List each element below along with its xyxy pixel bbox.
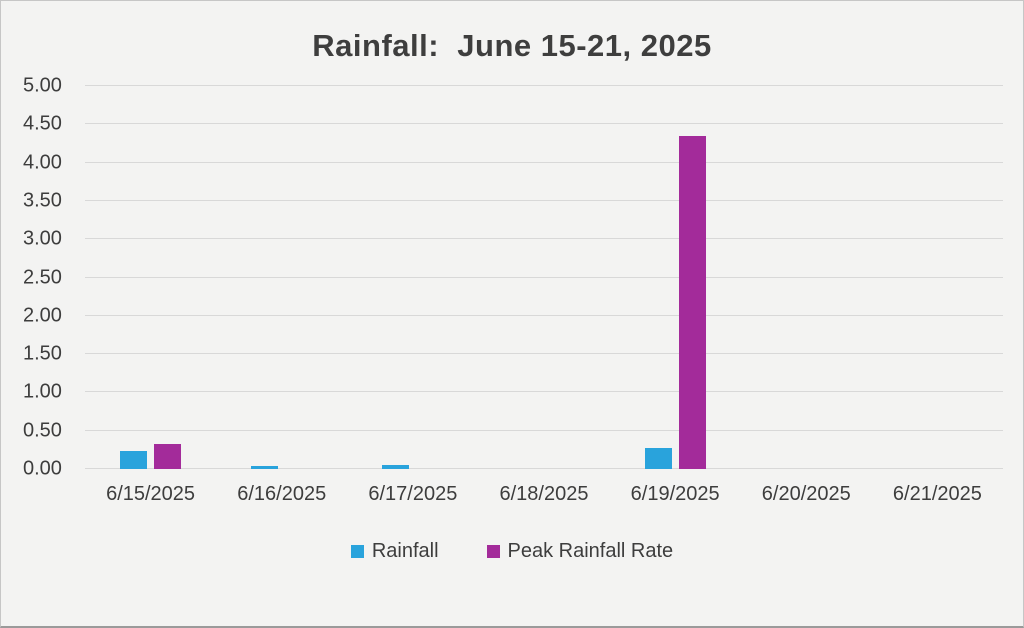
bar-rainfall-6-15-2025: [120, 451, 148, 469]
plot-area: [85, 85, 1003, 469]
bar-rainfall-6-19-2025: [644, 448, 672, 469]
x-tick-label: 6/17/2025: [368, 483, 458, 505]
gridline: [85, 391, 1003, 393]
chart-title: Rainfall: June 15-21, 2025: [312, 28, 712, 63]
bar-group-6-16-2025: [216, 86, 347, 469]
gridline: [85, 199, 1003, 201]
legend-item-peak-rainfall-rate: Peak Rainfall Rate: [486, 540, 674, 563]
y-tick-label: 2.00: [23, 304, 62, 327]
y-tick-label: 3.00: [23, 227, 62, 250]
bar-group-6-15-2025: [85, 86, 216, 469]
y-tick-label: 4.50: [23, 112, 62, 135]
x-tick-label: 6/19/2025: [630, 483, 720, 505]
gridline: [85, 314, 1003, 316]
bar-group-6-18-2025: [478, 86, 609, 469]
y-tick-label: 1.50: [23, 342, 62, 365]
gridline: [85, 123, 1003, 125]
gridline: [85, 468, 1003, 469]
legend-swatch-icon: [350, 545, 364, 558]
chart-body: 0.00 0.50 1.00 1.50 2.00 2.50 3.00 3.50 4.00 4.50…: [21, 75, 1003, 480]
bar-group-6-19-2025: [610, 86, 741, 469]
gridline: [85, 85, 1003, 86]
y-tick-label: 3.50: [23, 189, 62, 212]
legend-item-rainfall: Rainfall: [350, 540, 439, 563]
bar-rainfall-6-16-2025: [251, 465, 279, 469]
legend-label: Peak Rainfall Rate: [507, 540, 674, 562]
y-tick-label: 2.50: [23, 266, 62, 288]
bar-rainfall-6-17-2025: [382, 465, 410, 469]
legend: Rainfall Peak Rainfall Rate: [1, 540, 1023, 563]
bar-group-6-17-2025: [347, 86, 478, 469]
y-tick-label: 4.00: [23, 151, 62, 174]
legend-swatch-icon: [486, 545, 500, 558]
y-tick-label: 5.00: [23, 74, 62, 97]
y-tick-label: 1.00: [23, 380, 62, 403]
bar-group-6-20-2025: [741, 86, 872, 469]
x-axis: 6/15/2025 6/16/2025 6/17/2025 6/18/2025 6/19…: [85, 483, 1003, 506]
gridline: [85, 429, 1003, 431]
x-tick-label: 6/18/2025: [499, 483, 589, 505]
gridline: [85, 353, 1003, 355]
bar-group-6-21-2025: [872, 86, 1003, 469]
x-tick-label: 6/16/2025: [237, 483, 327, 505]
gridline: [85, 276, 1003, 278]
gridline: [85, 238, 1003, 240]
y-tick-label: 0.00: [23, 457, 62, 480]
x-tick-label: 6/20/2025: [761, 483, 851, 505]
x-tick-label: 6/15/2025: [106, 483, 196, 505]
gridline: [85, 161, 1003, 163]
y-tick-label: 0.50: [23, 419, 62, 442]
legend-label: Rainfall: [371, 540, 439, 562]
y-axis: 0.00 0.50 1.00 1.50 2.00 2.50 3.00 3.50 4.00 4.50…: [21, 75, 85, 480]
x-tick-label: 6/21/2025: [892, 483, 982, 505]
bar-peak-rainfall-rate-6-15-2025: [154, 443, 182, 469]
bar-peak-rainfall-rate-6-19-2025: [678, 135, 706, 469]
